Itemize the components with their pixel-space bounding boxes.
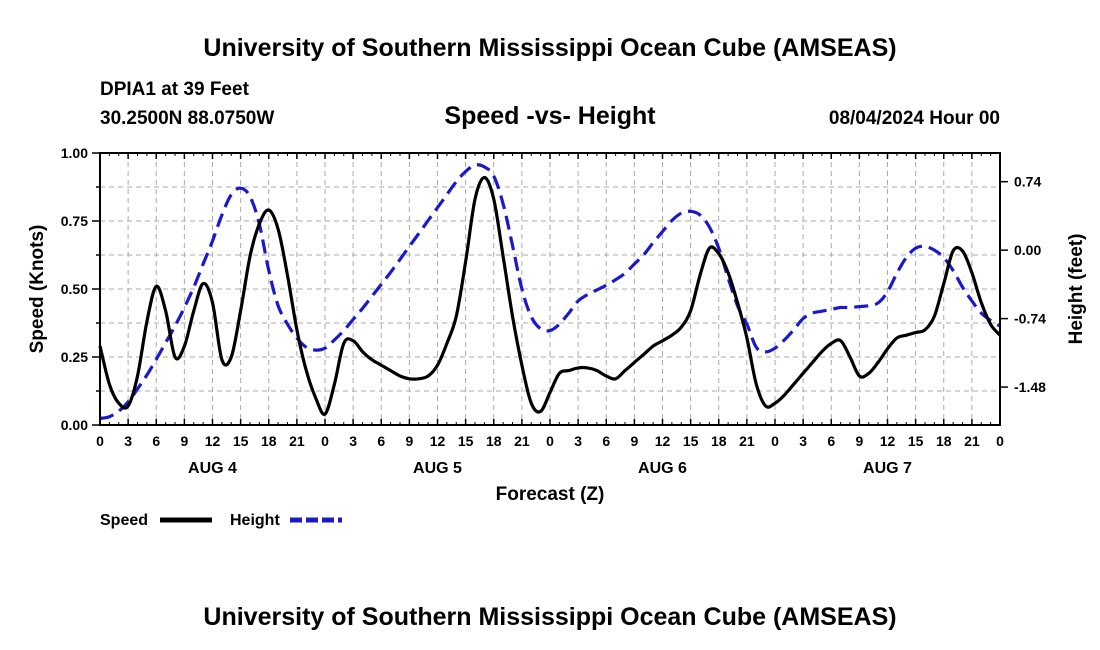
legend: Speed Height — [100, 512, 342, 529]
x-tick-label: 9 — [855, 433, 863, 449]
y2-tick-label: 0.00 — [1014, 242, 1041, 258]
x-tick-label: 9 — [630, 433, 638, 449]
chart-main-title: University of Southern Mississippi Ocean… — [203, 34, 896, 62]
day-label: AUG 6 — [638, 460, 687, 477]
y2-tick-label: -1.48 — [1014, 379, 1046, 395]
x-tick-label: 15 — [683, 433, 699, 449]
day-label: AUG 4 — [188, 460, 237, 477]
x-tick-label: 6 — [377, 433, 385, 449]
x-tick-label: 12 — [880, 433, 896, 449]
x-tick-label: 0 — [96, 433, 104, 449]
x-tick-label: 18 — [936, 433, 952, 449]
speed-series-line — [98, 175, 1002, 416]
height-series-line — [99, 163, 1001, 421]
y-tick-label: 1.00 — [61, 145, 88, 161]
x-tick-label: 21 — [289, 433, 305, 449]
x-tick-label: 9 — [405, 433, 413, 449]
x-tick-label: 0 — [996, 433, 1004, 449]
x-tick-label: 0 — [321, 433, 329, 449]
x-tick-label: 3 — [124, 433, 132, 449]
x-tick-label: 21 — [514, 433, 530, 449]
x-tick-label: 21 — [739, 433, 755, 449]
y-tick-label: 0.75 — [61, 213, 88, 229]
chart-subtitle: Speed -vs- Height — [444, 102, 656, 130]
x-tick-label: 9 — [180, 433, 188, 449]
x-tick-label: 15 — [908, 433, 924, 449]
x-tick-label: 3 — [799, 433, 807, 449]
x-tick-label: 18 — [261, 433, 277, 449]
y-tick-label: 0.25 — [61, 349, 88, 365]
y2-tick-label: 0.74 — [1014, 174, 1041, 190]
x-tick-label: 6 — [152, 433, 160, 449]
x-tick-label: 3 — [349, 433, 357, 449]
y-tick-label: 0.50 — [61, 281, 88, 297]
legend-height-label: Height — [230, 512, 280, 529]
x-tick-label: 12 — [655, 433, 671, 449]
x-tick-label: 21 — [964, 433, 980, 449]
day-label: AUG 7 — [863, 460, 912, 477]
series-layer — [98, 163, 1002, 421]
y2-axis-title: Height (feet) — [1066, 234, 1087, 345]
x-tick-label: 3 — [574, 433, 582, 449]
y2-tick-label: -0.74 — [1014, 311, 1046, 327]
x-tick-label: 18 — [711, 433, 727, 449]
station-label: DPIA1 at 39 Feet — [100, 79, 250, 100]
y-tick-label: 0.00 — [61, 417, 88, 433]
day-label: AUG 5 — [413, 460, 462, 477]
forecast-datetime: 08/04/2024 Hour 00 — [829, 108, 1000, 129]
x-tick-label: 12 — [205, 433, 221, 449]
y-axis-title: Speed (Knots) — [27, 225, 48, 354]
x-axis-title: Forecast (Z) — [496, 484, 605, 505]
x-tick-label: 12 — [430, 433, 446, 449]
x-tick-label: 15 — [458, 433, 474, 449]
x-tick-label: 0 — [546, 433, 554, 449]
legend-speed-label: Speed — [100, 512, 148, 529]
footer-title: University of Southern Mississippi Ocean… — [203, 603, 896, 631]
coordinates-label: 30.2500N 88.0750W — [100, 108, 274, 129]
grid-lines — [100, 153, 1000, 425]
x-tick-label: 6 — [827, 433, 835, 449]
axes: 0 3 6 9 12 15 18 21 0 3 6 9 12 15 18 21 0 3 6 9 12 15 18 21 0 3 6 9… — [61, 145, 1046, 477]
x-tick-label: 18 — [486, 433, 502, 449]
x-tick-label: 15 — [233, 433, 249, 449]
x-tick-label: 6 — [602, 433, 610, 449]
x-tick-label: 0 — [771, 433, 779, 449]
